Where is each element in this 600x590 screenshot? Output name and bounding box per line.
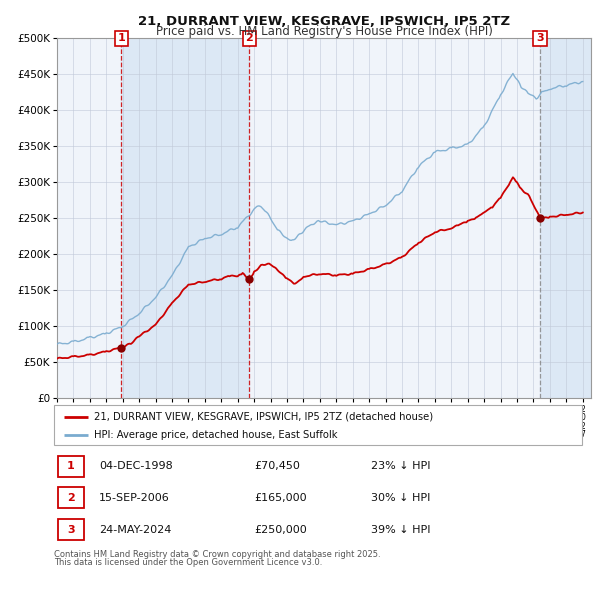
Text: 21, DURRANT VIEW, KESGRAVE, IPSWICH, IP5 2TZ (detached house): 21, DURRANT VIEW, KESGRAVE, IPSWICH, IP5… — [94, 412, 433, 422]
Bar — [121, 38, 250, 398]
FancyBboxPatch shape — [58, 455, 83, 477]
Text: 04-DEC-1998: 04-DEC-1998 — [99, 461, 173, 471]
Text: 30% ↓ HPI: 30% ↓ HPI — [371, 493, 430, 503]
Text: £250,000: £250,000 — [254, 525, 307, 535]
Text: 39% ↓ HPI: 39% ↓ HPI — [371, 525, 430, 535]
Bar — [540, 38, 591, 398]
Text: This data is licensed under the Open Government Licence v3.0.: This data is licensed under the Open Gov… — [54, 558, 322, 566]
Text: 2: 2 — [67, 493, 75, 503]
Text: 21, DURRANT VIEW, KESGRAVE, IPSWICH, IP5 2TZ: 21, DURRANT VIEW, KESGRAVE, IPSWICH, IP5… — [138, 15, 510, 28]
Text: £70,450: £70,450 — [254, 461, 301, 471]
Text: 3: 3 — [67, 525, 75, 535]
Text: 2: 2 — [245, 34, 253, 43]
Text: 15-SEP-2006: 15-SEP-2006 — [99, 493, 170, 503]
Text: HPI: Average price, detached house, East Suffolk: HPI: Average price, detached house, East… — [94, 430, 337, 440]
Text: 3: 3 — [536, 34, 544, 43]
Text: Price paid vs. HM Land Registry's House Price Index (HPI): Price paid vs. HM Land Registry's House … — [155, 25, 493, 38]
Text: 1: 1 — [118, 34, 125, 43]
Text: 1: 1 — [67, 461, 75, 471]
FancyBboxPatch shape — [58, 519, 83, 540]
Text: 23% ↓ HPI: 23% ↓ HPI — [371, 461, 430, 471]
Text: 24-MAY-2024: 24-MAY-2024 — [99, 525, 171, 535]
Text: Contains HM Land Registry data © Crown copyright and database right 2025.: Contains HM Land Registry data © Crown c… — [54, 550, 380, 559]
FancyBboxPatch shape — [58, 487, 83, 509]
Text: £165,000: £165,000 — [254, 493, 307, 503]
